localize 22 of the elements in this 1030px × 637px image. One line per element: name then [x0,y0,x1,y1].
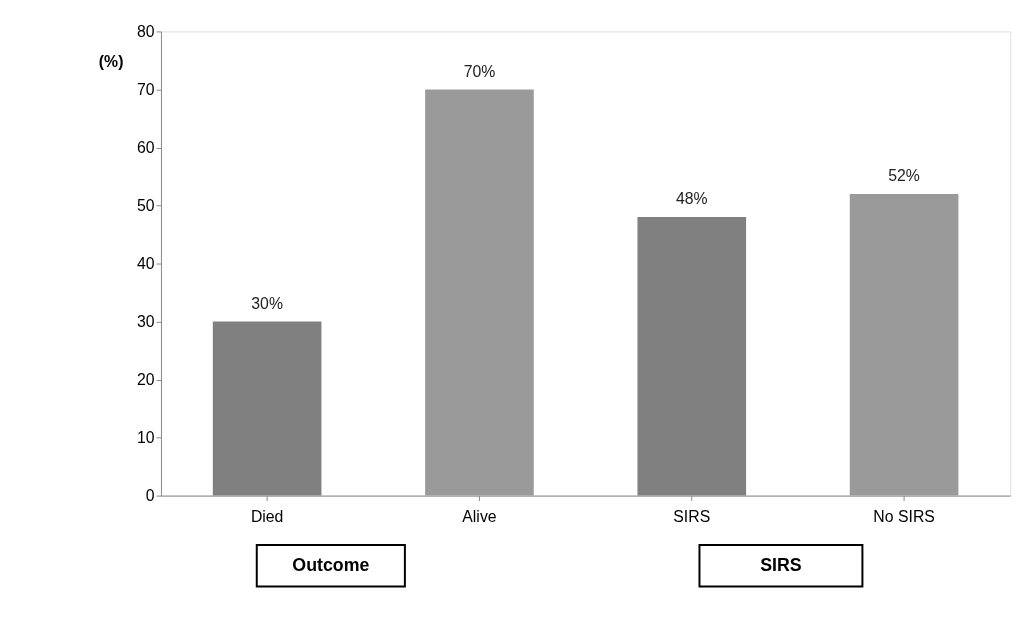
x-tick-label: SIRS [673,507,711,525]
bar [425,89,534,496]
x-tick-label: Died [250,507,284,525]
x-tick-label: Alive [462,507,497,525]
y-tick-label: 60 [136,138,155,156]
data-label: 48% [675,190,708,208]
text: SIRS [760,554,802,575]
bar [849,193,959,496]
y-tick-label: 40 [136,254,155,272]
y-tick-label: 70 [136,80,155,98]
y-tick-label: 30 [136,312,155,330]
y-tick-label: 10 [136,429,155,447]
y-tick-label: 50 [136,196,155,214]
y-axis-title: (%) [98,52,124,70]
data-label: 70% [463,62,496,80]
data-label: 30% [251,294,283,312]
y-tick-label: 0 [145,487,155,505]
text: Outcome [292,554,370,575]
data-label: 52% [888,167,920,185]
y-tick-label: 20 [136,371,155,388]
y-tick-label: 80 [136,22,155,40]
x-tick-label: No SIRS [873,507,935,525]
